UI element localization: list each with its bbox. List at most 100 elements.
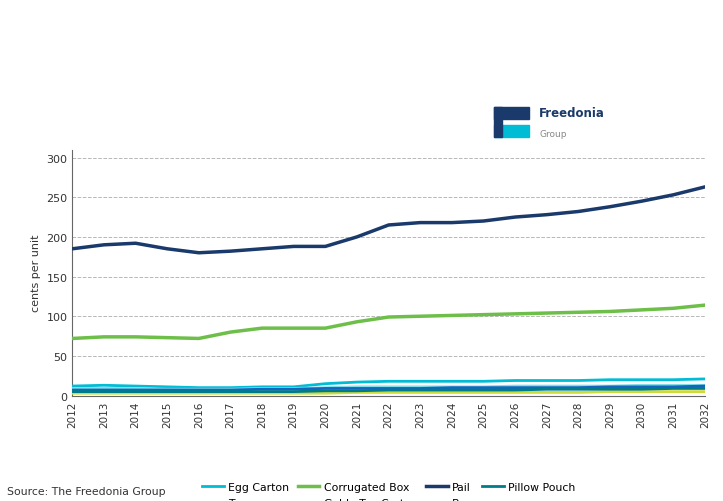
Line: Bag: Bag	[72, 386, 705, 390]
Egg Carton	[606, 377, 615, 383]
Bag	[353, 386, 362, 392]
Gable Top Carton	[68, 390, 77, 396]
Corrugated Box	[448, 313, 456, 319]
Egg Carton	[479, 379, 488, 385]
Bag	[669, 384, 677, 390]
Pail	[100, 242, 108, 248]
Text: Freedonia: Freedonia	[539, 107, 605, 120]
Pail	[194, 250, 203, 256]
Egg Carton	[669, 377, 677, 383]
Tray	[701, 382, 709, 388]
Gable Top Carton	[669, 389, 677, 395]
Corrugated Box	[289, 326, 298, 332]
Pillow Pouch	[353, 388, 362, 394]
Line: Egg Carton: Egg Carton	[72, 379, 705, 388]
Pail	[637, 199, 646, 205]
Egg Carton	[226, 385, 235, 391]
Egg Carton	[194, 385, 203, 391]
Egg Carton	[542, 378, 551, 384]
Corrugated Box	[542, 311, 551, 317]
Gable Top Carton	[542, 390, 551, 396]
Pail	[606, 204, 615, 210]
Egg Carton	[353, 379, 362, 385]
Pillow Pouch	[321, 388, 330, 394]
Bag	[289, 386, 298, 392]
Egg Carton	[448, 379, 456, 385]
Pillow Pouch	[669, 386, 677, 392]
Tray	[574, 383, 583, 389]
Bag	[68, 387, 77, 393]
Corrugated Box	[479, 312, 488, 318]
Corrugated Box	[385, 315, 393, 321]
Egg Carton	[416, 379, 424, 385]
Bag	[132, 387, 140, 393]
Bag	[448, 385, 456, 391]
Corrugated Box	[321, 326, 330, 332]
Tray	[226, 386, 235, 392]
Pillow Pouch	[258, 389, 267, 395]
Pail	[448, 220, 456, 226]
Tray	[416, 384, 424, 390]
Bag	[258, 386, 267, 392]
Bag	[637, 384, 646, 390]
Bag	[100, 387, 108, 393]
Pail	[226, 248, 235, 255]
Pillow Pouch	[163, 389, 171, 395]
Corrugated Box	[637, 307, 646, 313]
Tray	[637, 382, 646, 388]
Gable Top Carton	[701, 389, 709, 395]
Pail	[479, 218, 488, 224]
Legend: Egg Carton, Tray, Corrugated Box, Gable Top Carton, Pail, Bag, Pillow Pouch: Egg Carton, Tray, Corrugated Box, Gable …	[202, 482, 576, 501]
Pillow Pouch	[511, 387, 520, 393]
Corrugated Box	[574, 310, 583, 316]
Tray	[385, 384, 393, 390]
Corrugated Box	[132, 334, 140, 340]
Corrugated Box	[258, 326, 267, 332]
Pillow Pouch	[606, 386, 615, 392]
Egg Carton	[574, 378, 583, 384]
Corrugated Box	[511, 311, 520, 317]
Pail	[132, 241, 140, 247]
Gable Top Carton	[258, 390, 267, 396]
Egg Carton	[132, 383, 140, 389]
Pillow Pouch	[701, 386, 709, 392]
Tray	[132, 386, 140, 392]
Gable Top Carton	[132, 390, 140, 396]
Egg Carton	[258, 384, 267, 390]
FancyBboxPatch shape	[494, 126, 529, 138]
Pillow Pouch	[416, 387, 424, 393]
Pillow Pouch	[479, 387, 488, 393]
Gable Top Carton	[163, 390, 171, 396]
FancyBboxPatch shape	[494, 108, 502, 138]
Tray	[100, 386, 108, 392]
Gable Top Carton	[289, 390, 298, 396]
Bag	[574, 385, 583, 391]
Pail	[68, 246, 77, 253]
Tray	[321, 385, 330, 391]
Corrugated Box	[226, 330, 235, 336]
Tray	[479, 384, 488, 390]
Text: Figure 3-7.
Selected Egg Packaging Product Prices,
2012 – 2032
(cents per unit): Figure 3-7. Selected Egg Packaging Produ…	[9, 7, 288, 72]
Line: Tray: Tray	[72, 385, 705, 389]
Tray	[511, 383, 520, 389]
Tray	[258, 386, 267, 392]
Corrugated Box	[606, 309, 615, 315]
Corrugated Box	[669, 306, 677, 312]
Pail	[289, 244, 298, 250]
Gable Top Carton	[385, 390, 393, 396]
FancyBboxPatch shape	[494, 108, 529, 120]
Egg Carton	[637, 377, 646, 383]
Gable Top Carton	[574, 390, 583, 396]
Gable Top Carton	[226, 390, 235, 396]
Gable Top Carton	[321, 390, 330, 396]
Pillow Pouch	[574, 386, 583, 392]
Pillow Pouch	[637, 386, 646, 392]
Pail	[353, 234, 362, 240]
Bag	[321, 386, 330, 392]
Tray	[194, 386, 203, 392]
Pail	[511, 214, 520, 220]
Pillow Pouch	[194, 389, 203, 395]
Pail	[669, 192, 677, 198]
Text: Group: Group	[539, 129, 567, 138]
Tray	[289, 386, 298, 392]
